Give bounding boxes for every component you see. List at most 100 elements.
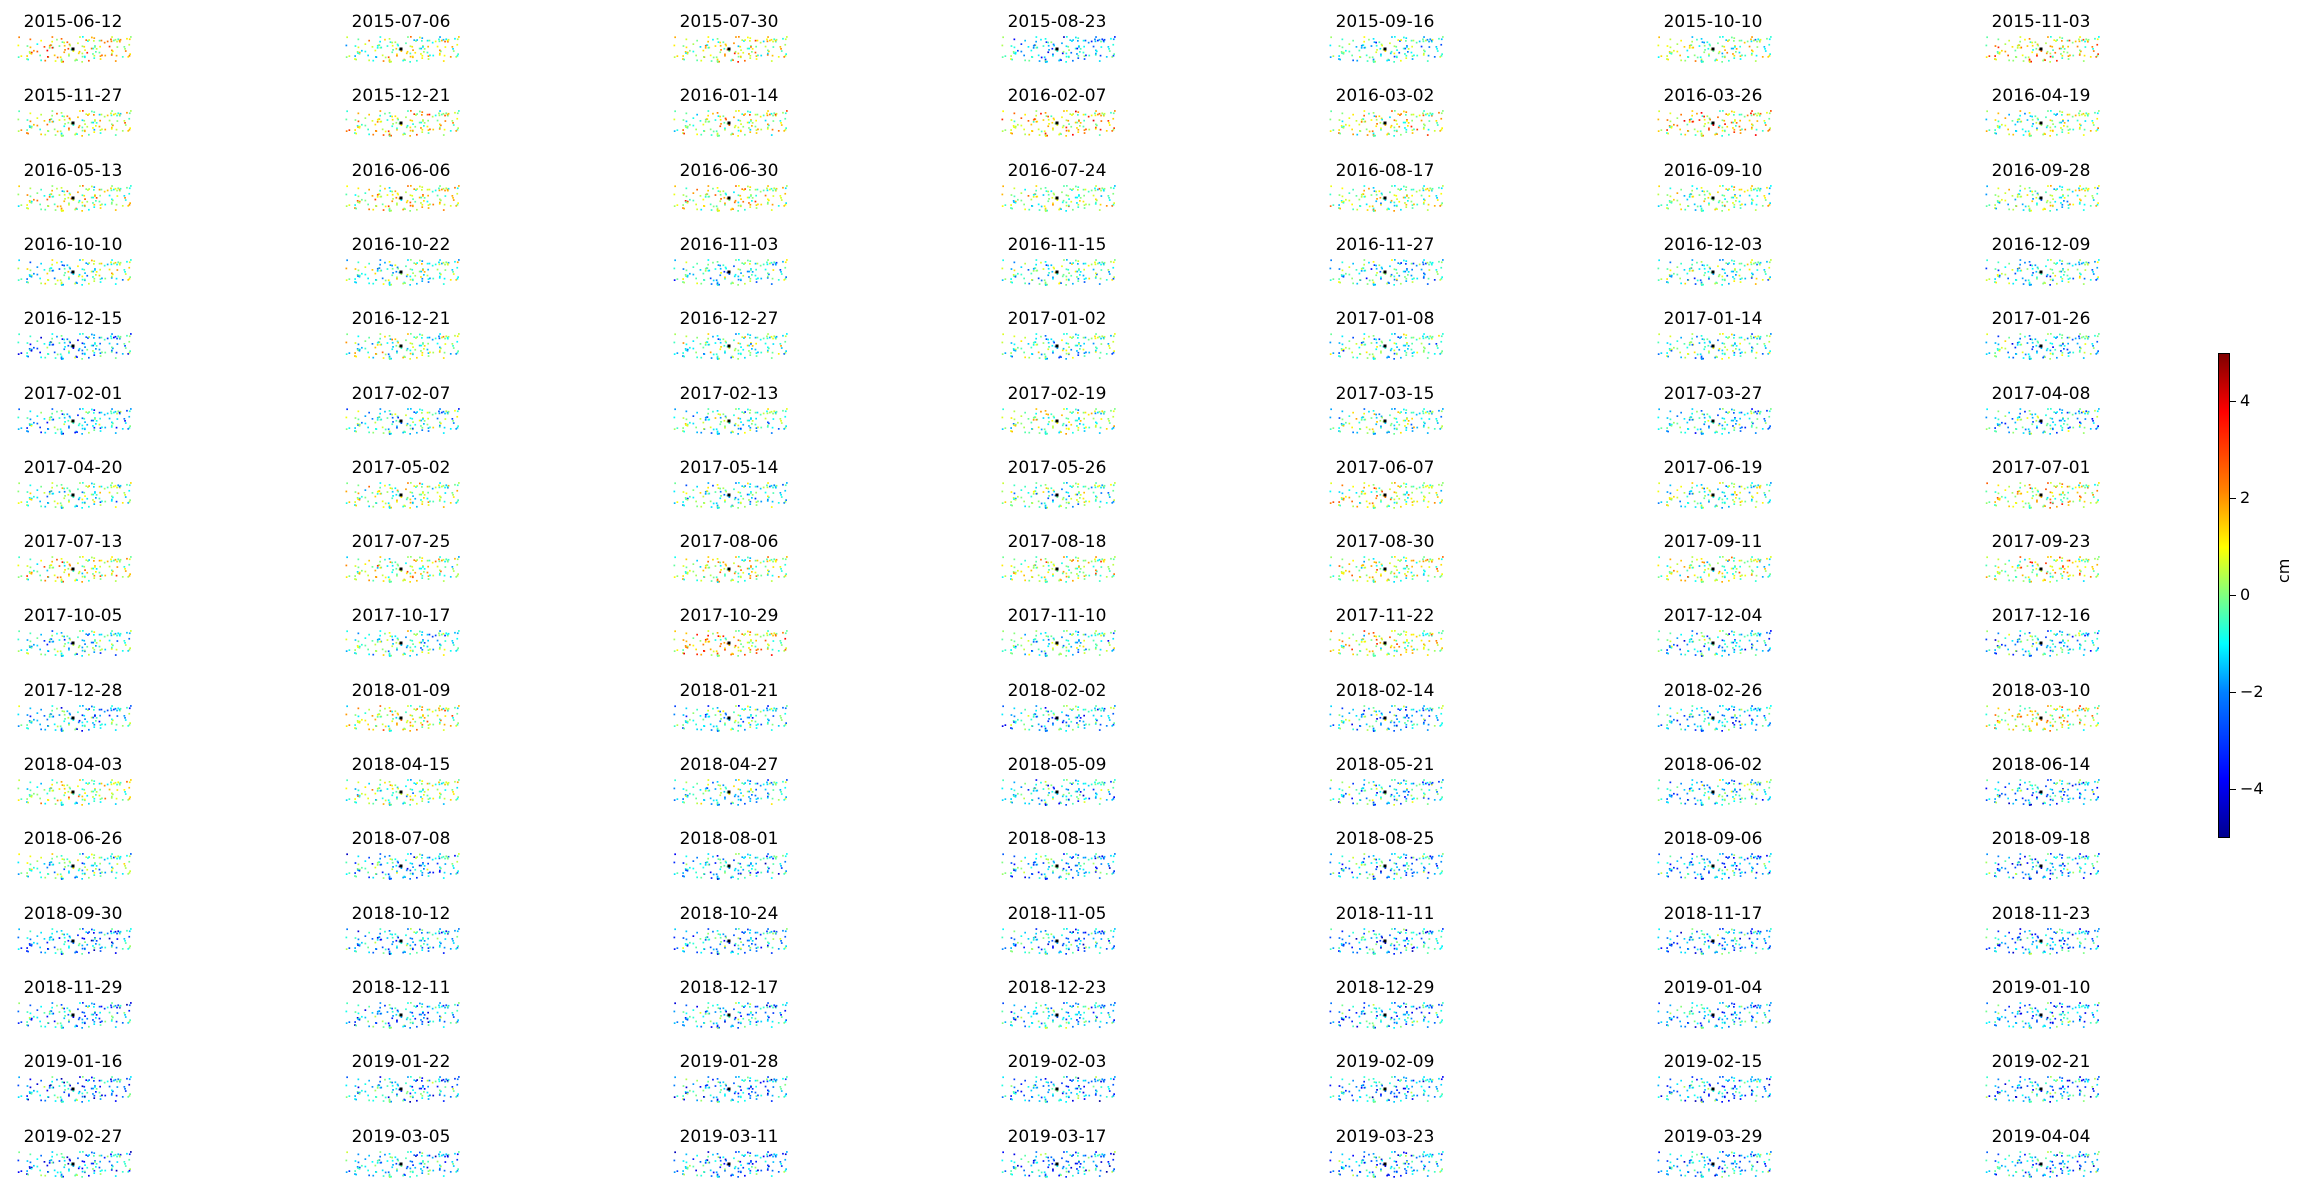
data-point [724, 129, 726, 131]
data-point [1719, 259, 1721, 261]
data-point [51, 110, 54, 113]
data-point [68, 129, 70, 131]
data-point [774, 262, 777, 265]
data-point [449, 427, 452, 430]
data-point [1733, 260, 1736, 262]
data-point [2092, 50, 2095, 52]
data-point [346, 407, 348, 410]
data-point [2001, 198, 2003, 201]
data-point [754, 188, 757, 191]
data-point [1010, 55, 1012, 57]
data-point [1097, 336, 1099, 339]
data-point [1751, 126, 1753, 129]
data-point [58, 342, 61, 345]
data-point [104, 277, 107, 280]
data-point [2030, 283, 2032, 286]
data-point [47, 427, 49, 430]
data-point [707, 36, 710, 38]
data-point [2067, 58, 2070, 60]
data-point [1338, 352, 1340, 355]
data-point [421, 354, 424, 357]
data-point [444, 120, 447, 123]
data-point [764, 342, 767, 345]
data-point [2056, 134, 2058, 136]
data-point [375, 278, 377, 281]
data-point [1017, 124, 1019, 126]
data-point [26, 268, 29, 270]
data-point [456, 341, 459, 343]
data-point [719, 44, 722, 47]
data-point [409, 416, 412, 419]
data-point [414, 51, 417, 54]
data-point [1393, 52, 1396, 55]
data-point [1442, 36, 1444, 38]
data-point [388, 357, 391, 359]
data-point [376, 47, 379, 49]
data-point [410, 258, 412, 261]
data-point [2019, 40, 2021, 43]
data-point [771, 203, 774, 206]
data-point [2055, 263, 2057, 265]
data-point [1753, 262, 1755, 265]
data-point [68, 127, 70, 130]
data-point [1688, 195, 1691, 198]
data-point [747, 110, 749, 113]
data-point [2056, 59, 2058, 62]
panel-map [1001, 258, 1116, 286]
data-point [56, 353, 59, 356]
data-point [2078, 351, 2081, 353]
data-point [1752, 124, 1754, 127]
data-point [63, 51, 66, 54]
data-point [1756, 40, 1758, 43]
data-point [1728, 39, 1730, 41]
data-point [123, 417, 126, 420]
data-point [723, 196, 726, 199]
data-point [1428, 114, 1430, 117]
data-point [1422, 187, 1424, 189]
data-point [1047, 41, 1049, 44]
data-point [2038, 48, 2041, 51]
data-point [375, 56, 377, 58]
data-point [441, 39, 443, 42]
data-point [443, 426, 446, 428]
data-point [724, 266, 727, 269]
data-point [1100, 189, 1102, 191]
data-point [1691, 337, 1693, 340]
data-point [734, 273, 737, 276]
data-point [2028, 132, 2031, 135]
data-point [361, 421, 363, 424]
data-point [376, 45, 379, 47]
data-point [674, 110, 676, 113]
data-point [739, 120, 742, 122]
data-point [51, 407, 54, 410]
data-point [1004, 129, 1007, 132]
data-point [421, 203, 424, 206]
data-point [1669, 269, 1672, 272]
data-point [1750, 263, 1753, 266]
data-point [1731, 259, 1733, 262]
data-point [376, 121, 379, 123]
data-point [2079, 198, 2081, 200]
data-point [1415, 264, 1418, 267]
data-point [1427, 351, 1430, 354]
data-point [756, 411, 759, 413]
data-point [1758, 262, 1761, 265]
data-point [747, 259, 749, 262]
data-point [1666, 193, 1669, 196]
data-point [782, 186, 784, 189]
data-point [404, 430, 406, 433]
data-point [1100, 263, 1102, 266]
data-point [47, 130, 49, 132]
data-point [452, 273, 455, 275]
data-point [2083, 277, 2086, 280]
data-point [756, 39, 759, 42]
data-point [1017, 272, 1019, 275]
data-point [1391, 36, 1393, 38]
data-point [1751, 198, 1753, 200]
data-point [1404, 275, 1406, 278]
data-point [724, 425, 726, 427]
data-point [1329, 267, 1332, 270]
data-point [447, 261, 450, 264]
data-point [420, 127, 422, 130]
data-point [1411, 203, 1414, 206]
